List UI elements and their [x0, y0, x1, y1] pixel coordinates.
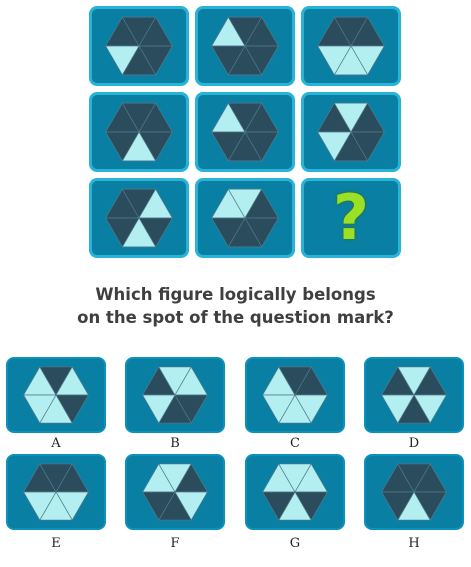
hexagon-figure	[261, 463, 329, 521]
answer-c-triangle-6	[261, 394, 296, 424]
answer-d-triangle-6	[380, 394, 415, 424]
hexagon-figure	[211, 16, 279, 76]
answer-option-d[interactable]	[364, 357, 464, 433]
answer-label-g: G	[289, 536, 301, 551]
hexagon-figure	[211, 102, 279, 162]
grid-5-triangle-6	[211, 131, 246, 162]
answer-a-triangle-6	[22, 394, 57, 424]
hexagon-figure	[22, 366, 90, 424]
question-line-1: Which figure logically belongs	[95, 285, 376, 304]
answer-label-c: C	[290, 436, 300, 451]
answer-option-f[interactable]	[125, 454, 225, 530]
hexagon-figure	[105, 188, 173, 248]
hexagon-figure	[317, 16, 385, 76]
question-line-2: on the spot of the question mark?	[77, 308, 394, 327]
answer-option-c[interactable]	[245, 357, 345, 433]
hexagon-figure	[317, 102, 385, 162]
hexagon-figure	[105, 16, 173, 76]
answer-option-a[interactable]	[6, 357, 106, 433]
grid-2-triangle-6	[211, 45, 246, 76]
answer-e-triangle-6	[22, 491, 57, 521]
question-mark-icon: ?	[333, 181, 369, 254]
answer-option-g[interactable]	[245, 454, 345, 530]
answer-label-h: H	[408, 536, 420, 551]
hexagon-figure	[141, 463, 209, 521]
answer-label-a: A	[51, 436, 61, 451]
hexagon-figure	[211, 188, 279, 248]
answer-option-h[interactable]	[364, 454, 464, 530]
grid-cell-question: ?	[301, 178, 401, 258]
grid-cell-7	[89, 178, 189, 258]
answer-label-d: D	[408, 436, 420, 451]
grid-cell-6	[301, 92, 401, 172]
grid-3-triangle-6	[317, 45, 352, 76]
grid-cell-8	[195, 178, 295, 258]
grid-cell-5	[195, 92, 295, 172]
grid-6-triangle-6	[317, 131, 352, 162]
hexagon-figure	[380, 463, 448, 521]
hexagon-figure	[22, 463, 90, 521]
grid-1-triangle-6	[105, 45, 140, 76]
answer-option-e[interactable]	[6, 454, 106, 530]
answer-label-b: B	[170, 436, 180, 451]
hexagon-figure	[261, 366, 329, 424]
answer-option-b[interactable]	[125, 357, 225, 433]
hexagon-figure	[380, 366, 448, 424]
answer-label-f: F	[170, 536, 180, 551]
grid-cell-2	[195, 6, 295, 86]
hexagon-figure	[105, 102, 173, 162]
grid-cell-1	[89, 6, 189, 86]
question-text: Which figure logically belongs on the sp…	[0, 283, 471, 329]
answer-h-triangle-6	[380, 491, 415, 521]
answer-b-triangle-6	[141, 394, 176, 424]
grid-4-triangle-6	[105, 131, 140, 162]
grid-7-triangle-6	[105, 217, 140, 248]
answer-g-triangle-6	[261, 491, 296, 521]
hexagon-figure	[141, 366, 209, 424]
answer-label-e: E	[51, 536, 61, 551]
answer-f-triangle-6	[141, 491, 176, 521]
grid-cell-4	[89, 92, 189, 172]
grid-8-triangle-6	[211, 217, 246, 248]
grid-cell-3	[301, 6, 401, 86]
